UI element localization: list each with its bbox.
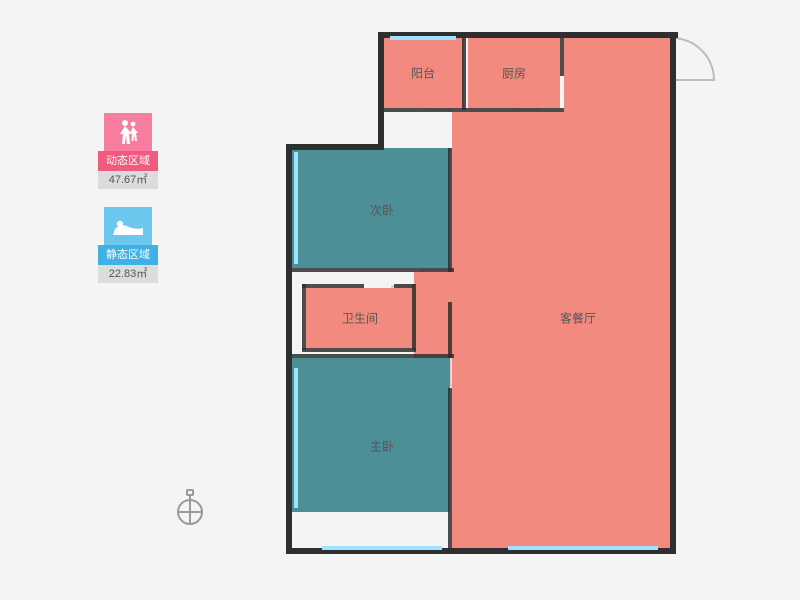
wall	[302, 284, 364, 288]
wall	[382, 108, 564, 112]
legend-static-label-text: 静态区域	[106, 249, 150, 261]
people-dynamic-icon	[104, 113, 152, 151]
floorplan-canvas: 动态区域 47.67㎡ 静态区域 22.83㎡	[0, 0, 800, 600]
legend-dynamic-zone: 动态区域 47.67㎡	[98, 113, 158, 189]
legend-dynamic-value: 47.67㎡	[98, 171, 158, 189]
wall	[302, 348, 416, 352]
window	[322, 546, 442, 550]
wall	[448, 302, 452, 358]
wall	[448, 388, 452, 552]
room-living	[452, 112, 674, 550]
wall	[290, 268, 454, 272]
room-second_bed	[292, 148, 450, 268]
legend-dynamic-label-text: 动态区域	[106, 155, 150, 167]
legend-static-value: 22.83㎡	[98, 265, 158, 283]
window	[390, 36, 456, 40]
wall	[448, 148, 452, 272]
window	[294, 152, 298, 264]
wall	[670, 32, 676, 554]
room-hall_top	[564, 38, 674, 112]
room-balcony	[382, 38, 464, 108]
wall	[462, 36, 466, 110]
room-kitchen	[468, 38, 560, 108]
wall	[394, 284, 414, 288]
wall	[560, 36, 564, 76]
wall	[378, 32, 384, 150]
person-sleep-icon	[104, 207, 152, 245]
wall	[302, 284, 306, 350]
wall	[286, 144, 382, 150]
legend-dynamic-value-text: 47.67㎡	[109, 174, 148, 186]
wall	[412, 284, 416, 350]
legend-dynamic-label: 动态区域	[98, 151, 158, 171]
door-arc	[672, 38, 714, 80]
room-bathroom	[306, 288, 414, 348]
legend-static-zone: 静态区域 22.83㎡	[98, 207, 158, 283]
wall	[286, 144, 292, 554]
wall	[290, 354, 454, 358]
floorplan: 阳台厨房次卧卫生间主卧客餐厅	[282, 28, 738, 600]
window	[508, 546, 658, 550]
compass-icon	[170, 488, 210, 533]
window	[294, 368, 298, 508]
room-master_bed	[292, 358, 450, 512]
legend-static-label: 静态区域	[98, 245, 158, 265]
legend-static-value-text: 22.83㎡	[109, 268, 148, 280]
